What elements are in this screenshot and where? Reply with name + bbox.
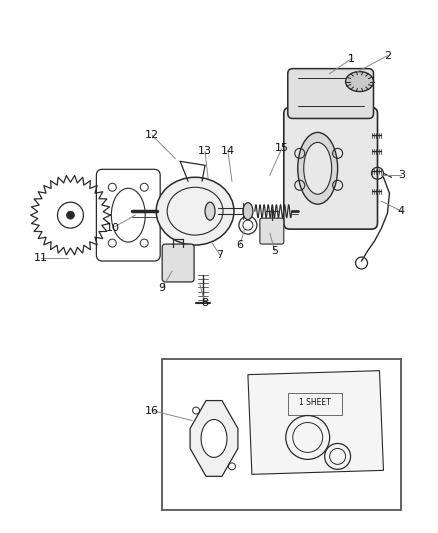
Text: 8: 8 — [201, 298, 208, 308]
Text: 11: 11 — [34, 253, 48, 263]
Text: 15: 15 — [275, 143, 289, 154]
Text: 3: 3 — [398, 170, 405, 180]
FancyBboxPatch shape — [96, 169, 160, 261]
FancyBboxPatch shape — [288, 69, 374, 118]
Text: 14: 14 — [221, 147, 235, 156]
Text: 10: 10 — [106, 223, 119, 233]
Text: 12: 12 — [145, 131, 159, 140]
Text: 4: 4 — [398, 206, 405, 216]
FancyBboxPatch shape — [284, 108, 378, 229]
Polygon shape — [190, 401, 238, 477]
Polygon shape — [248, 370, 384, 474]
Ellipse shape — [243, 203, 253, 220]
Ellipse shape — [156, 177, 234, 245]
Text: 7: 7 — [216, 250, 223, 260]
Bar — [162, 359, 401, 510]
Text: 2: 2 — [384, 51, 391, 61]
Ellipse shape — [201, 419, 227, 457]
Text: 16: 16 — [145, 406, 159, 416]
Text: 9: 9 — [159, 283, 166, 293]
Ellipse shape — [298, 132, 338, 204]
Text: 5: 5 — [271, 246, 278, 256]
Bar — [288, 393, 342, 415]
Text: 6: 6 — [237, 240, 244, 250]
Ellipse shape — [205, 202, 215, 220]
Ellipse shape — [304, 142, 332, 194]
Text: 1 SHEET: 1 SHEET — [299, 398, 331, 407]
Circle shape — [67, 211, 74, 219]
FancyBboxPatch shape — [260, 218, 284, 244]
Text: 1: 1 — [348, 54, 355, 63]
FancyBboxPatch shape — [162, 244, 194, 282]
Text: 13: 13 — [198, 147, 212, 156]
Ellipse shape — [346, 71, 374, 92]
